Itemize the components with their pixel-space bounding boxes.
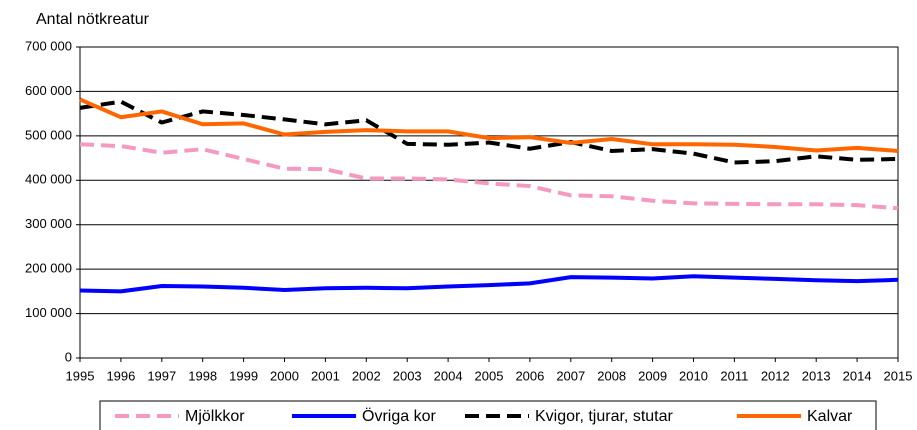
series-line [79,97,899,153]
x-tick-label: 1996 [106,368,135,383]
y-tick-label: 700 000 [25,38,72,53]
x-tick-label: 2005 [475,368,504,383]
y-tick-label: 500 000 [25,127,72,142]
x-tick-label: 2014 [843,368,872,383]
x-tick-label: 2003 [393,368,422,383]
x-tick-label: 2002 [352,368,381,383]
x-tick-label: 2010 [679,368,708,383]
legend-label: Mjölkkor [185,408,245,425]
y-tick-label: 600 000 [25,83,72,98]
y-tick-label: 100 000 [25,305,72,320]
x-tick-label: 2001 [311,368,340,383]
series-line [79,274,899,294]
x-tick-label: 2007 [556,368,585,383]
x-tick-label: 2013 [802,368,831,383]
x-tick-label: 2009 [638,368,667,383]
series-line [79,142,899,211]
y-tick-label: 400 000 [25,172,72,187]
y-axis-title: Antal nötkreatur [36,11,150,28]
x-tick-label: 2000 [270,368,299,383]
x-tick-label: 2011 [720,368,748,383]
x-tick-label: 2012 [761,368,790,383]
x-tick-label: 2015 [884,368,913,383]
x-tick-label: 2004 [434,368,463,383]
x-tick-label: 2006 [515,368,544,383]
series-line [79,99,899,165]
x-tick-label: 1999 [229,368,258,383]
x-tick-label: 1998 [188,368,217,383]
y-tick-label: 0 [65,349,72,364]
x-tick-label: 1997 [147,368,176,383]
legend-label: Kvigor, tjurar, stutar [535,408,674,425]
legend-label: Övriga kor [362,407,436,425]
x-tick-label: 1995 [66,368,95,383]
y-tick-label: 300 000 [25,216,72,231]
y-tick-label: 200 000 [25,261,72,276]
legend-label: Kalvar [807,408,853,425]
x-tick-label: 2008 [597,368,626,383]
